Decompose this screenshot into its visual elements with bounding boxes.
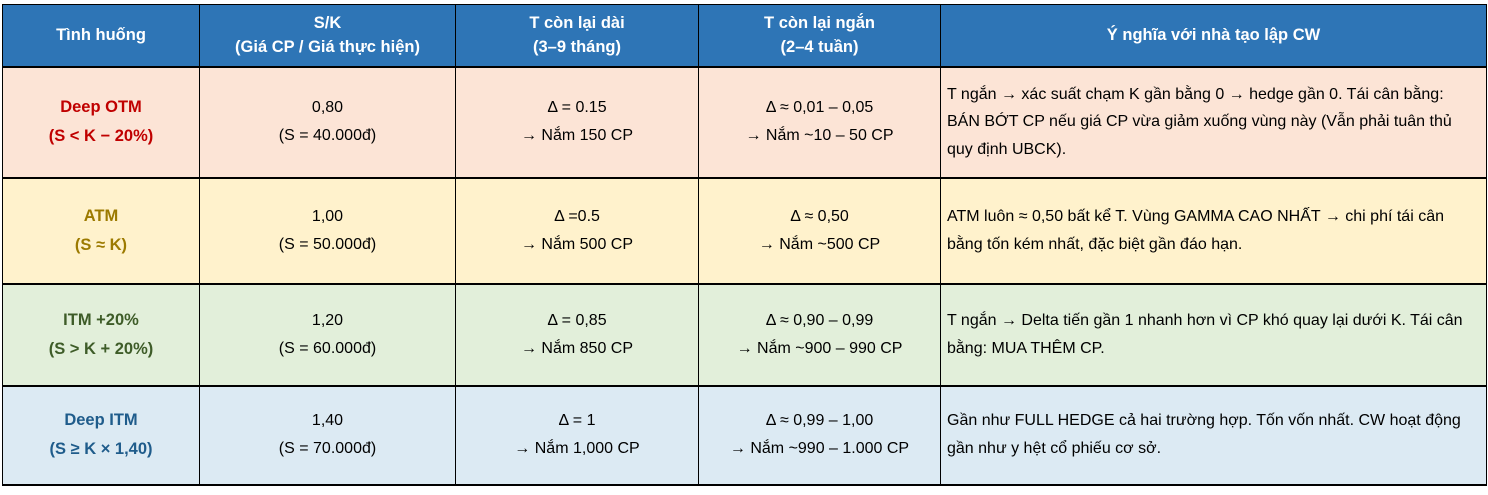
- cell-meaning: T ngắn → Delta tiến gần 1 nhanh hơn vì C…: [940, 282, 1487, 387]
- cell-sk: 1,20 (S = 60.000đ): [199, 282, 456, 387]
- header-t-long-line2: (3–9 tháng): [532, 38, 621, 57]
- header-t-short-line2: (2–4 tuần): [780, 38, 859, 57]
- hold-short: → Nắm ~10 – 50 CP: [745, 127, 894, 144]
- header-t-short-line1: T còn lại ngắn: [764, 13, 875, 32]
- cell-situation: Deep ITM (S ≥ K × 1,40): [2, 384, 200, 486]
- cell-sk: 0,80 (S = 40.000đ): [199, 65, 456, 179]
- delta-short: Δ ≈ 0,50: [790, 207, 849, 225]
- situation-label: Deep OTM: [60, 98, 142, 117]
- table-row: Deep ITM (S ≥ K × 1,40) 1,40 (S = 70.000…: [2, 384, 1487, 486]
- sk-price: (S = 70.000đ): [278, 440, 377, 457]
- header-sk: S/K (Giá CP / Giá thực hiện): [199, 4, 456, 67]
- situation-condition: (S > K + 20%): [48, 339, 154, 358]
- header-meaning-label: Ý nghĩa với nhà tạo lập CW: [1106, 25, 1321, 44]
- situation-condition: (S < K − 20%): [48, 127, 154, 145]
- delta-short: Δ ≈ 0,99 – 1,00: [765, 412, 874, 429]
- hold-short: → Nắm ~900 – 990 CP: [736, 339, 903, 357]
- sk-price: (S = 50.000đ): [278, 235, 377, 253]
- header-situation-label: Tình huống: [56, 25, 146, 44]
- delta-short: Δ ≈ 0,90 – 0,99: [765, 311, 874, 329]
- cell-t-short: Δ ≈ 0,99 – 1,00 → Nắm ~990 – 1.000 CP: [698, 384, 941, 486]
- sk-ratio: 1,40: [311, 412, 344, 429]
- hold-long: → Nắm 850 CP: [520, 339, 634, 357]
- cell-t-long: Δ = 0,85 → Nắm 850 CP: [455, 282, 699, 387]
- header-sk-line1: S/K: [313, 13, 342, 32]
- header-t-long-line1: T còn lại dài: [529, 13, 625, 32]
- situation-label: ATM: [83, 206, 119, 225]
- header-t-long: T còn lại dài (3–9 tháng): [455, 4, 699, 67]
- table-row: ITM +20% (S > K + 20%) 1,20 (S = 60.000đ…: [2, 282, 1487, 387]
- cell-t-short: Δ ≈ 0,50 → Nắm ~500 CP: [698, 176, 941, 285]
- table-row: Deep OTM (S < K − 20%) 0,80 (S = 40.000đ…: [2, 65, 1487, 179]
- sk-ratio: 1,00: [311, 207, 344, 225]
- hold-long: → Nắm 500 CP: [520, 235, 634, 253]
- header-situation: Tình huống: [2, 4, 200, 67]
- hold-long: → Nắm 1,000 CP: [514, 440, 640, 457]
- cell-sk: 1,00 (S = 50.000đ): [199, 176, 456, 285]
- header-row: Tình huống S/K (Giá CP / Giá thực hiện) …: [2, 4, 1487, 67]
- cell-t-long: Δ =0.5 → Nắm 500 CP: [455, 176, 699, 285]
- cell-situation: Deep OTM (S < K − 20%): [2, 65, 200, 179]
- cell-meaning: ATM luôn ≈ 0,50 bất kể T. Vùng GAMMA CAO…: [940, 176, 1487, 285]
- header-meaning: Ý nghĩa với nhà tạo lập CW: [940, 4, 1487, 67]
- delta-short: Δ ≈ 0,01 – 0,05: [765, 99, 874, 116]
- cell-t-long: Δ = 0.15 → Nắm 150 CP: [455, 65, 699, 179]
- delta-long: Δ = 1: [558, 412, 596, 429]
- header-sk-line2: (Giá CP / Giá thực hiện): [235, 38, 420, 57]
- table-header-row: Tình huống S/K (Giá CP / Giá thực hiện) …: [2, 4, 1487, 67]
- sk-ratio: 0,80: [311, 99, 344, 116]
- delta-long: Δ = 0.15: [547, 99, 607, 116]
- cell-situation: ITM +20% (S > K + 20%): [2, 282, 200, 387]
- sk-ratio: 1,20: [311, 311, 344, 329]
- cell-sk: 1,40 (S = 70.000đ): [199, 384, 456, 486]
- hold-short: → Nắm ~990 – 1.000 CP: [729, 440, 910, 457]
- cell-meaning: T ngắn → xác suất chạm K gần bằng 0 → he…: [940, 65, 1487, 179]
- cell-t-short: Δ ≈ 0,90 – 0,99 → Nắm ~900 – 990 CP: [698, 282, 941, 387]
- table-row: ATM (S ≈ K) 1,00 (S = 50.000đ) Δ =0.5 → …: [2, 176, 1487, 285]
- hold-short: → Nắm ~500 CP: [758, 235, 881, 253]
- header-t-short: T còn lại ngắn (2–4 tuần): [698, 4, 941, 67]
- situation-label: Deep ITM: [64, 411, 138, 430]
- situation-condition: (S ≥ K × 1,40): [49, 440, 153, 458]
- cw-delta-table: Tình huống S/K (Giá CP / Giá thực hiện) …: [2, 4, 1487, 486]
- cell-meaning: Gần như FULL HEDGE cả hai trường hợp. Tố…: [940, 384, 1487, 486]
- sk-price: (S = 40.000đ): [278, 127, 377, 144]
- cell-situation: ATM (S ≈ K): [2, 176, 200, 285]
- cell-t-long: Δ = 1 → Nắm 1,000 CP: [455, 384, 699, 486]
- situation-label: ITM +20%: [63, 310, 139, 329]
- situation-condition: (S ≈ K): [74, 235, 128, 254]
- delta-long: Δ = 0,85: [547, 311, 607, 329]
- delta-long: Δ =0.5: [554, 207, 600, 225]
- cell-t-short: Δ ≈ 0,01 – 0,05 → Nắm ~10 – 50 CP: [698, 65, 941, 179]
- sk-price: (S = 60.000đ): [278, 339, 377, 357]
- hold-long: → Nắm 150 CP: [520, 127, 634, 144]
